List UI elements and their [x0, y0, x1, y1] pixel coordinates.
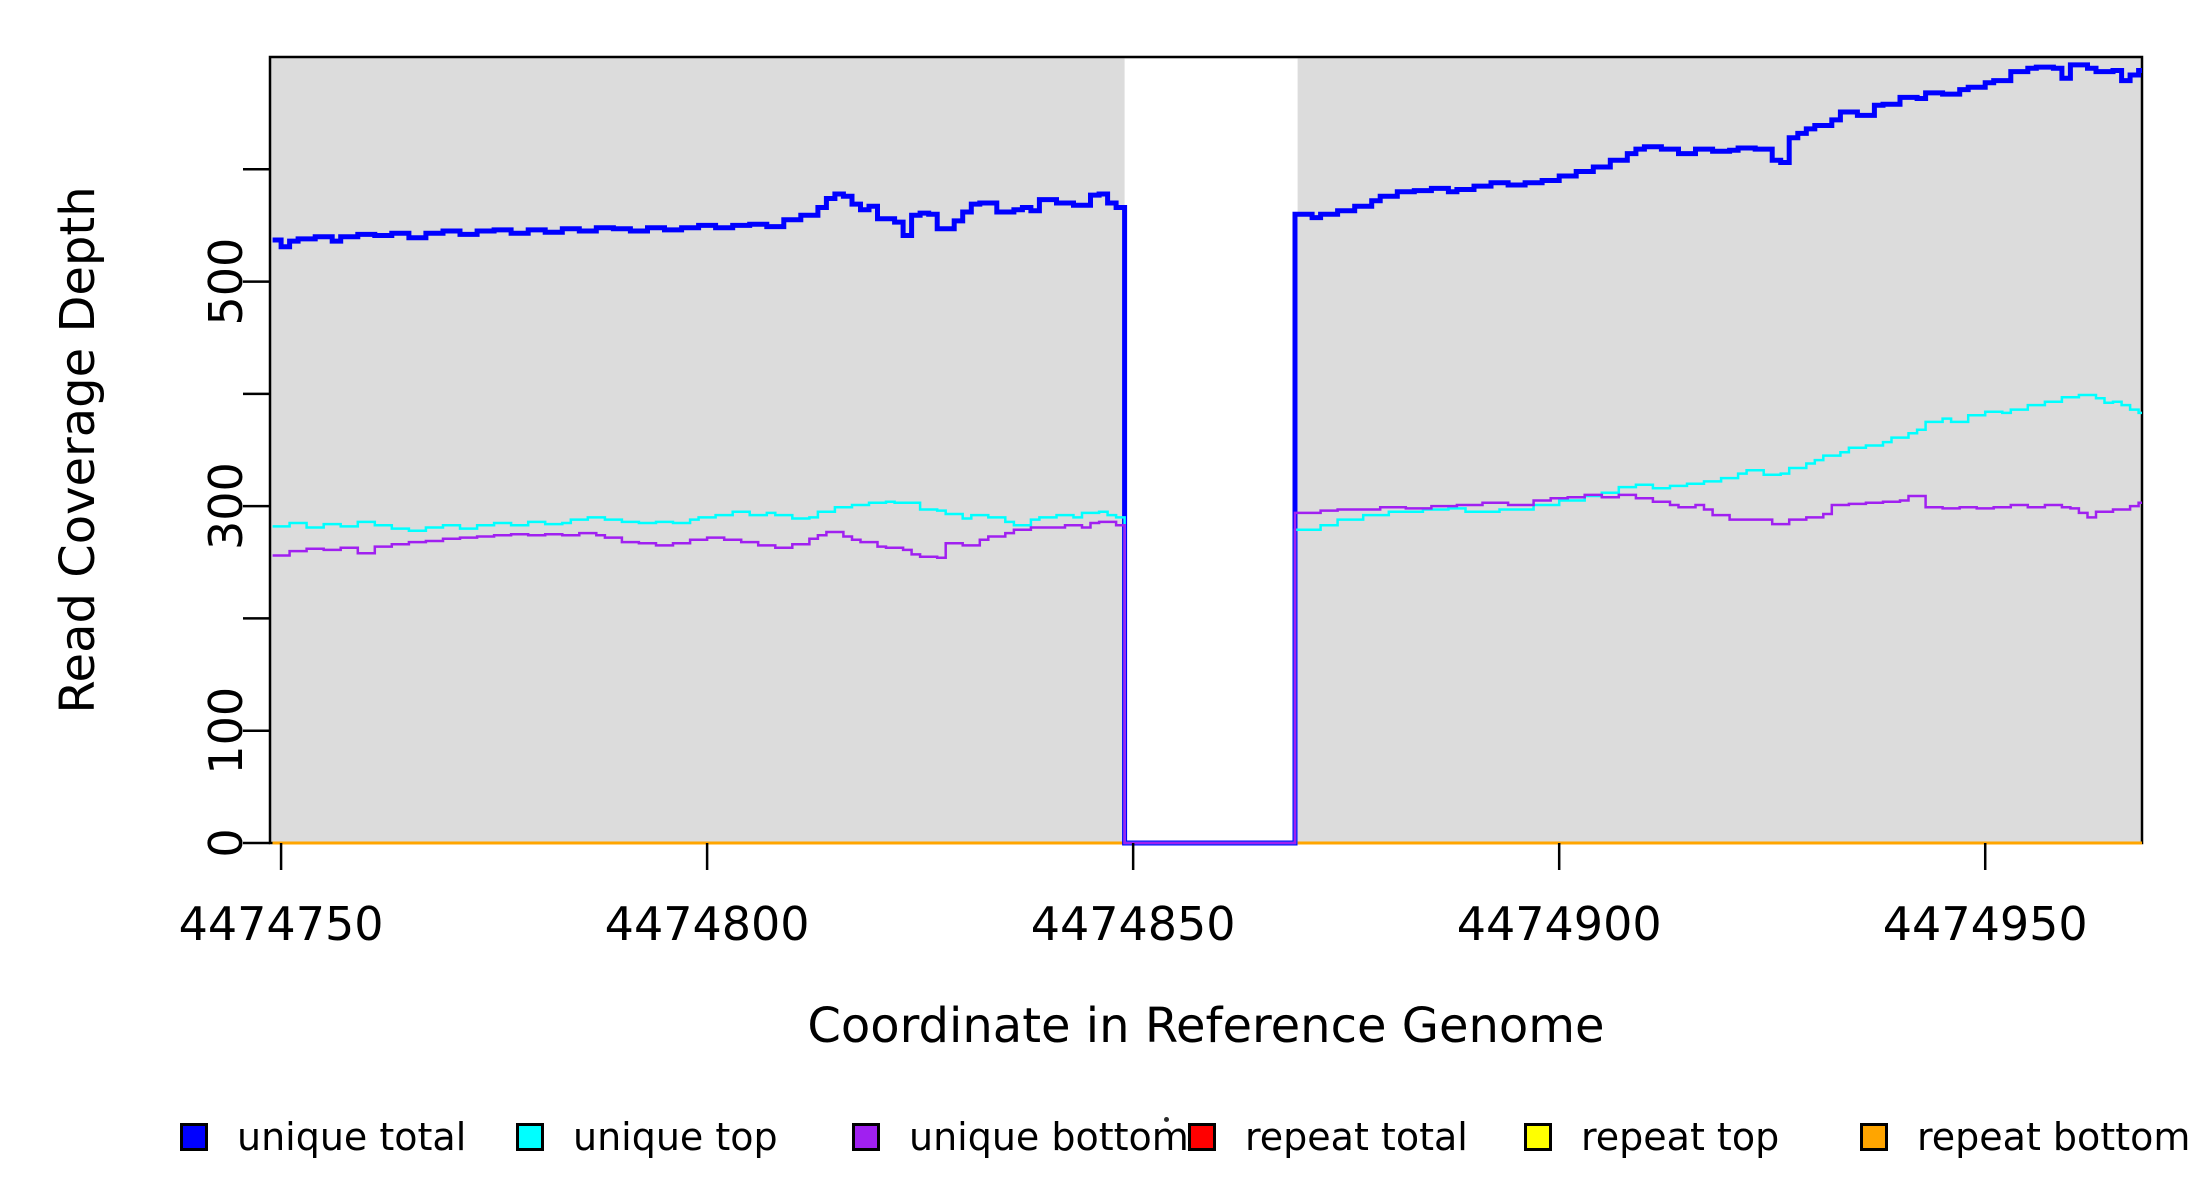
legend-label: repeat total [1245, 1115, 1468, 1159]
x-tick-label: 4474850 [1031, 897, 1236, 951]
legend-swatch-unique-total [180, 1123, 208, 1151]
legend-item-unique-top: unique top [516, 1115, 778, 1159]
stray-dot [1164, 1117, 1169, 1122]
series-unique-bottom [272, 493, 2142, 845]
y-axis-label: Read Coverage Depth [50, 186, 106, 714]
y-tick-label: 100 [199, 687, 253, 775]
legend-swatch-unique-bottom [852, 1123, 880, 1151]
x-tick-label: 4474950 [1883, 897, 2088, 951]
legend-label: unique total [237, 1115, 467, 1159]
series-unique-top [272, 393, 2142, 845]
legend-item-repeat-total: repeat total [1188, 1115, 1468, 1159]
x-tick-label: 4474750 [179, 897, 384, 951]
x-tick-label: 4474900 [1457, 897, 1662, 951]
legend-label: unique top [573, 1115, 778, 1159]
legend-swatch-repeat-total [1188, 1123, 1216, 1151]
masked-region [1124, 58, 1298, 846]
y-tick-label: 500 [199, 238, 253, 326]
legend-label: unique bottom [909, 1115, 1189, 1159]
legend-swatch-repeat-top [1524, 1123, 1552, 1151]
legend-item-repeat-bottom: repeat bottom [1860, 1115, 2190, 1159]
y-tick-label: 0 [199, 828, 253, 857]
legend-swatch-unique-top [516, 1123, 544, 1151]
legend-item-repeat-top: repeat top [1524, 1115, 1779, 1159]
legend-item-unique-total: unique total [180, 1115, 466, 1159]
legend-label: repeat top [1581, 1115, 1780, 1159]
legend: unique total unique top unique bottom repea… [0, 0, 2200, 1159]
legend-swatch-repeat-bottom [1860, 1123, 1888, 1151]
legend-label: repeat bottom [1917, 1115, 2191, 1159]
x-tick-label: 4474800 [605, 897, 810, 951]
y-tick-label: 300 [199, 462, 253, 550]
x-axis-label: Coordinate in Reference Genome [807, 998, 1605, 1054]
legend-item-unique-bottom: unique bottom [852, 1115, 1189, 1159]
